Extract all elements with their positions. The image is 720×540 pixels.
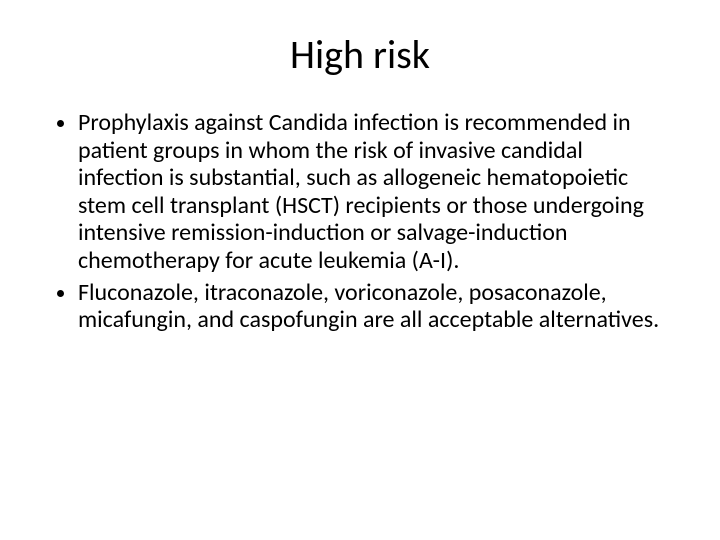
- slide: High risk Prophylaxis against Candida in…: [0, 0, 720, 540]
- bullet-list: Prophylaxis against Candida infection is…: [50, 109, 670, 334]
- slide-title: High risk: [50, 30, 670, 79]
- slide-body: Prophylaxis against Candida infection is…: [50, 109, 670, 334]
- bullet-item: Fluconazole, itraconazole, voriconazole,…: [78, 279, 670, 334]
- bullet-item: Prophylaxis against Candida infection is…: [78, 109, 670, 275]
